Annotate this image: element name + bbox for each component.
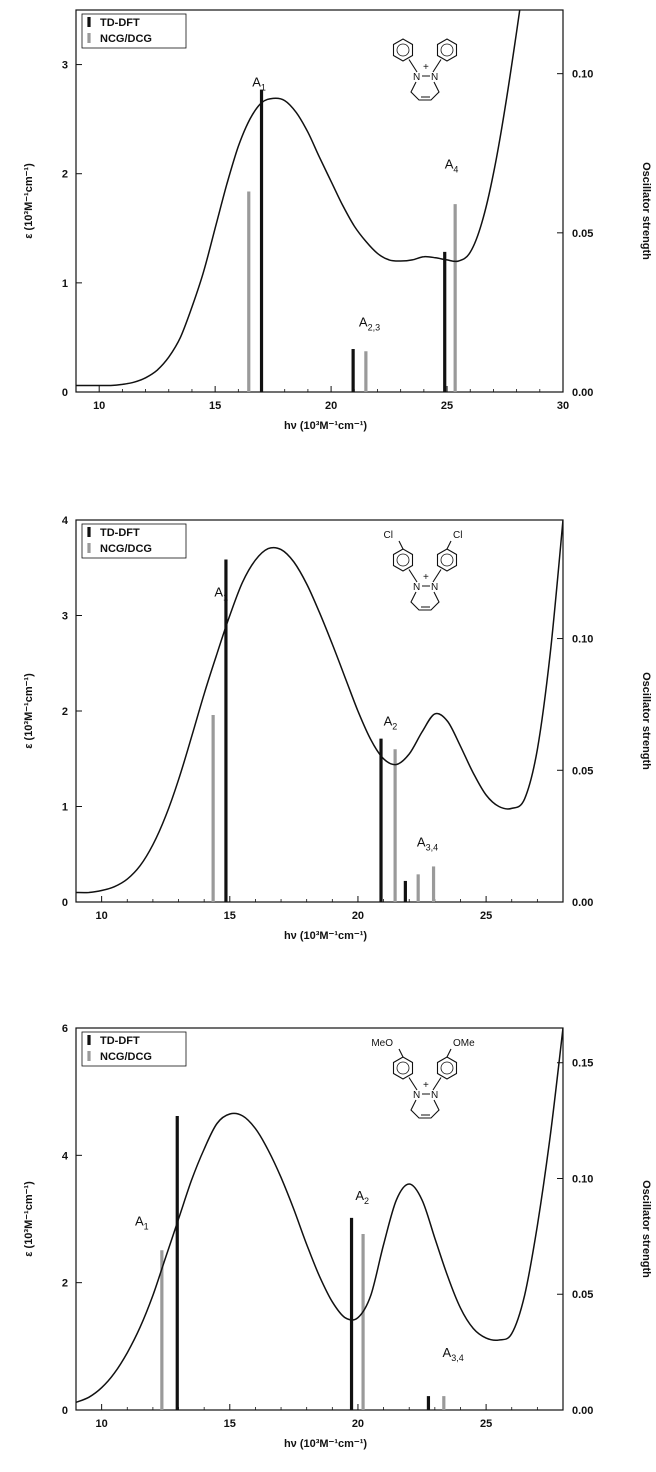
- y-tick-label: 2: [62, 1278, 68, 1290]
- svg-text:+: +: [423, 572, 429, 583]
- legend-box: [81, 523, 187, 559]
- svg-text:N: N: [413, 72, 420, 83]
- x-tick-label: 15: [224, 910, 236, 922]
- substituent-label: Cl: [453, 530, 462, 541]
- y-tick-label: 1: [62, 278, 68, 290]
- svg-text:N: N: [431, 72, 438, 83]
- y2-tick-label: 0.00: [572, 387, 593, 399]
- y2-tick-label: 0.10: [572, 1173, 593, 1185]
- chart-panel-middle: 10 15 20 25 0 1 2 3 4 0.00 0.05 0.10 hν (10³M⁻¹cm⁻¹)…: [23, 515, 652, 942]
- legend-entry: TD-DFT: [100, 1035, 140, 1047]
- y-tick-label: 3: [62, 611, 68, 623]
- x-axis-label: hν (10³M⁻¹cm⁻¹): [284, 1438, 367, 1450]
- y-tick-label: 2: [62, 706, 68, 718]
- chart-panel-bottom: 10 15 20 25 0 2 4 6 0.00 0.05 0.10 0.15 hν (10³M⁻¹cm…: [23, 1023, 652, 1450]
- y2-axis-label: Oscillator strength: [640, 1180, 652, 1278]
- y-tick-label: 6: [62, 1023, 68, 1035]
- x-tick-label: 30: [557, 400, 569, 412]
- substituent-label: OMe: [453, 1038, 475, 1049]
- y2-tick-label: 0.00: [572, 897, 593, 909]
- plot-frame: [75, 9, 564, 393]
- x-tick-label: 10: [96, 910, 108, 922]
- peak-label: A3,4: [417, 835, 438, 853]
- y-tick-label: 0: [62, 387, 68, 399]
- molecule-structure: N N+ MeO OMe: [371, 1038, 475, 1119]
- y2-tick-label: 0.05: [572, 1289, 593, 1301]
- peak-label: A1: [252, 74, 266, 92]
- x-tick-label: 15: [224, 1418, 236, 1430]
- peak-label: A2,3: [359, 315, 380, 333]
- peak-label: A2: [384, 713, 398, 731]
- legend-entry: NCG/DCG: [100, 1051, 152, 1063]
- svg-text:N: N: [413, 1090, 420, 1101]
- svg-text:+: +: [423, 1080, 429, 1091]
- y-tick-label: 3: [62, 60, 68, 72]
- y-axis-label: ε (10³M⁻¹cm⁻¹): [23, 673, 35, 749]
- molecule-structure: N N+ Cl Cl: [384, 530, 462, 611]
- plot-frame: [75, 1027, 564, 1411]
- peak-label: A3,4: [443, 1345, 464, 1363]
- y2-tick-label: 0.00: [572, 1405, 593, 1417]
- legend-entry: NCG/DCG: [100, 543, 152, 555]
- x-axis-label: hν (10³M⁻¹cm⁻¹): [284, 420, 367, 432]
- substituent-label: MeO: [371, 1038, 393, 1049]
- y2-tick-label: 0.05: [572, 765, 593, 777]
- x-tick-label: 20: [325, 400, 337, 412]
- legend-entry: TD-DFT: [100, 527, 140, 539]
- y-axis-label: ε (10³M⁻¹cm⁻¹): [23, 163, 35, 239]
- chart-panel-top: 10 15 20 25 30 0 1 2 3 0.00 0.05 0.10 hν (10³M⁻¹cm⁻¹…: [23, 9, 652, 432]
- molecule-structure: N N+: [392, 38, 458, 101]
- absorption-spectrum-line: [76, 10, 521, 387]
- y2-tick-label: 0.05: [572, 228, 593, 240]
- substituent-label: Cl: [384, 530, 393, 541]
- y-tick-label: 1: [62, 802, 68, 814]
- x-tick-label: 10: [96, 1418, 108, 1430]
- x-tick-label: 25: [480, 910, 492, 922]
- y2-tick-label: 0.15: [572, 1058, 593, 1070]
- svg-text:N: N: [413, 582, 420, 593]
- peak-label: A2: [355, 1188, 369, 1206]
- y-tick-label: 0: [62, 897, 68, 909]
- y-axis-label: ε (10³M⁻¹cm⁻¹): [23, 1181, 35, 1257]
- svg-text:+: +: [423, 62, 429, 73]
- legend-entry: TD-DFT: [100, 17, 140, 29]
- x-tick-label: 20: [352, 910, 364, 922]
- peak-label: A1: [135, 1213, 149, 1231]
- y-tick-label: 4: [62, 515, 69, 527]
- peak-label: A4: [445, 156, 459, 174]
- legend-box: [81, 13, 187, 49]
- absorption-spectrum-line: [76, 520, 563, 894]
- svg-text:N: N: [431, 1090, 438, 1101]
- legend-box: [81, 1031, 187, 1067]
- x-tick-label: 15: [209, 400, 221, 412]
- x-tick-label: 10: [93, 400, 105, 412]
- y2-tick-label: 0.10: [572, 69, 593, 81]
- y2-axis-label: Oscillator strength: [640, 162, 652, 260]
- y-tick-label: 2: [62, 169, 68, 181]
- legend-entry: NCG/DCG: [100, 33, 152, 45]
- y2-tick-label: 0.10: [572, 634, 593, 646]
- y-tick-label: 4: [62, 1150, 69, 1162]
- absorption-spectrum-line: [76, 1028, 563, 1404]
- svg-text:N: N: [431, 582, 438, 593]
- x-axis-label: hν (10³M⁻¹cm⁻¹): [284, 930, 367, 942]
- y-tick-label: 0: [62, 1405, 68, 1417]
- plot-frame: [75, 519, 564, 903]
- x-tick-label: 25: [441, 400, 453, 412]
- x-tick-label: 20: [352, 1418, 364, 1430]
- x-tick-label: 25: [480, 1418, 492, 1430]
- y2-axis-label: Oscillator strength: [640, 672, 652, 770]
